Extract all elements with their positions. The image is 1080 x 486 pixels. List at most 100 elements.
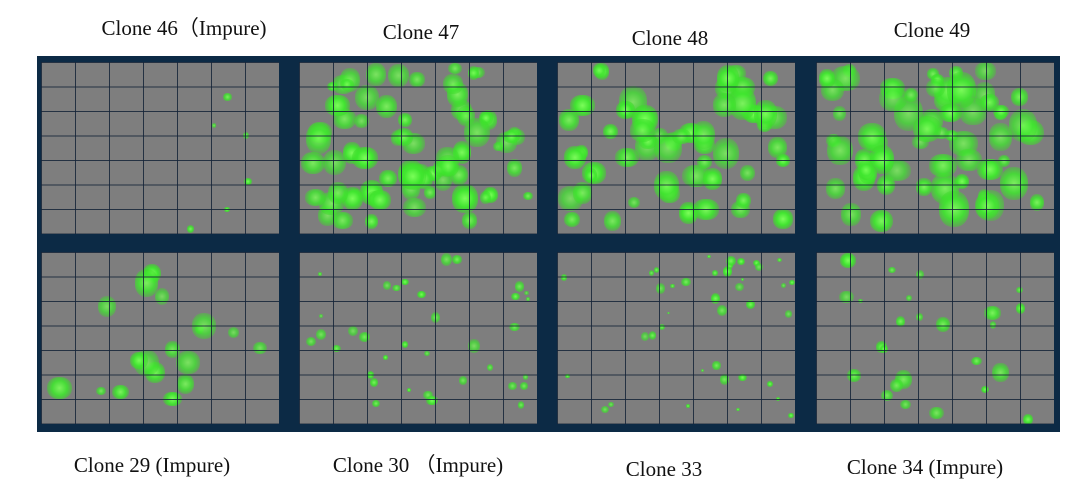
colony bbox=[672, 129, 691, 145]
colony bbox=[833, 106, 846, 122]
colony bbox=[740, 278, 744, 281]
colony bbox=[719, 374, 729, 385]
colony bbox=[700, 369, 705, 372]
colony bbox=[735, 282, 745, 291]
colony bbox=[352, 147, 378, 170]
colony bbox=[608, 401, 614, 407]
colony bbox=[712, 137, 739, 170]
colony bbox=[563, 146, 587, 169]
colony bbox=[869, 209, 894, 233]
colony bbox=[332, 212, 353, 229]
colony bbox=[353, 113, 370, 129]
colony bbox=[463, 117, 490, 147]
colony bbox=[318, 314, 323, 319]
label-clone-30: Clone 30 （Impure) bbox=[332, 453, 504, 477]
colony bbox=[739, 164, 755, 182]
colony bbox=[929, 406, 945, 419]
label-clone-46: Clone 46（Impure) bbox=[101, 16, 267, 40]
colony bbox=[762, 70, 779, 87]
colony bbox=[745, 300, 756, 309]
colony bbox=[989, 321, 997, 330]
colony bbox=[401, 278, 409, 285]
colony bbox=[431, 312, 441, 324]
colony bbox=[392, 284, 401, 292]
colony bbox=[858, 160, 875, 180]
colony bbox=[880, 344, 888, 353]
colony bbox=[1029, 194, 1045, 211]
label-clone-34: Clone 34 (Impure) bbox=[846, 455, 1004, 479]
colony bbox=[561, 274, 568, 282]
colony bbox=[696, 155, 713, 170]
colony bbox=[448, 62, 463, 75]
colony bbox=[584, 167, 598, 183]
label-clone-48: Clone 48 bbox=[631, 26, 709, 50]
colony bbox=[366, 371, 375, 380]
colony bbox=[355, 84, 380, 111]
colony bbox=[393, 128, 414, 146]
colony bbox=[480, 191, 491, 205]
panel-clone-46 bbox=[41, 62, 279, 234]
colony bbox=[773, 209, 793, 229]
colony bbox=[522, 192, 533, 201]
colony bbox=[369, 377, 378, 387]
colony bbox=[423, 351, 431, 357]
colony bbox=[135, 269, 158, 297]
colony bbox=[162, 391, 182, 407]
colony bbox=[788, 279, 795, 285]
colony bbox=[641, 331, 649, 341]
colony bbox=[975, 62, 996, 80]
colony bbox=[97, 296, 117, 318]
colony bbox=[656, 283, 666, 295]
colony bbox=[305, 336, 317, 347]
panel-clone-33 bbox=[557, 252, 795, 424]
colony bbox=[506, 158, 522, 177]
colony bbox=[781, 283, 786, 289]
colony bbox=[846, 369, 861, 383]
colony bbox=[443, 74, 463, 95]
colony bbox=[1011, 87, 1029, 106]
colony bbox=[339, 78, 354, 90]
colony bbox=[936, 316, 951, 333]
colony bbox=[1015, 303, 1025, 315]
colony bbox=[710, 292, 720, 304]
colony bbox=[658, 323, 666, 330]
colony bbox=[979, 93, 999, 111]
colony bbox=[841, 202, 861, 226]
colony bbox=[840, 252, 857, 268]
colony bbox=[702, 168, 723, 191]
colony bbox=[317, 272, 323, 276]
colony bbox=[176, 351, 200, 375]
colony bbox=[754, 263, 764, 272]
colony bbox=[426, 395, 438, 405]
colony bbox=[956, 148, 982, 172]
colony bbox=[452, 183, 478, 214]
colony bbox=[776, 257, 783, 263]
colony bbox=[503, 130, 521, 144]
colony bbox=[900, 399, 912, 410]
colony bbox=[938, 103, 962, 122]
colony bbox=[716, 65, 740, 92]
colony bbox=[459, 376, 467, 385]
panel-clone-29 bbox=[41, 252, 279, 424]
colony bbox=[401, 341, 409, 349]
colony bbox=[523, 290, 529, 295]
colony bbox=[511, 293, 520, 301]
label-clone-49: Clone 49 bbox=[893, 18, 971, 42]
colony bbox=[368, 190, 392, 211]
colony bbox=[440, 253, 452, 267]
colony bbox=[519, 382, 528, 390]
colony bbox=[944, 130, 959, 141]
colony bbox=[382, 354, 389, 360]
colony bbox=[999, 166, 1029, 200]
colony bbox=[165, 341, 180, 359]
colony bbox=[348, 326, 359, 336]
colony bbox=[305, 123, 331, 154]
colony bbox=[775, 154, 790, 168]
colony bbox=[857, 299, 863, 303]
colony bbox=[752, 259, 761, 266]
colony bbox=[95, 387, 106, 396]
colony bbox=[706, 254, 711, 258]
colony bbox=[1023, 413, 1033, 424]
colony bbox=[600, 406, 610, 414]
colony bbox=[975, 192, 1000, 219]
